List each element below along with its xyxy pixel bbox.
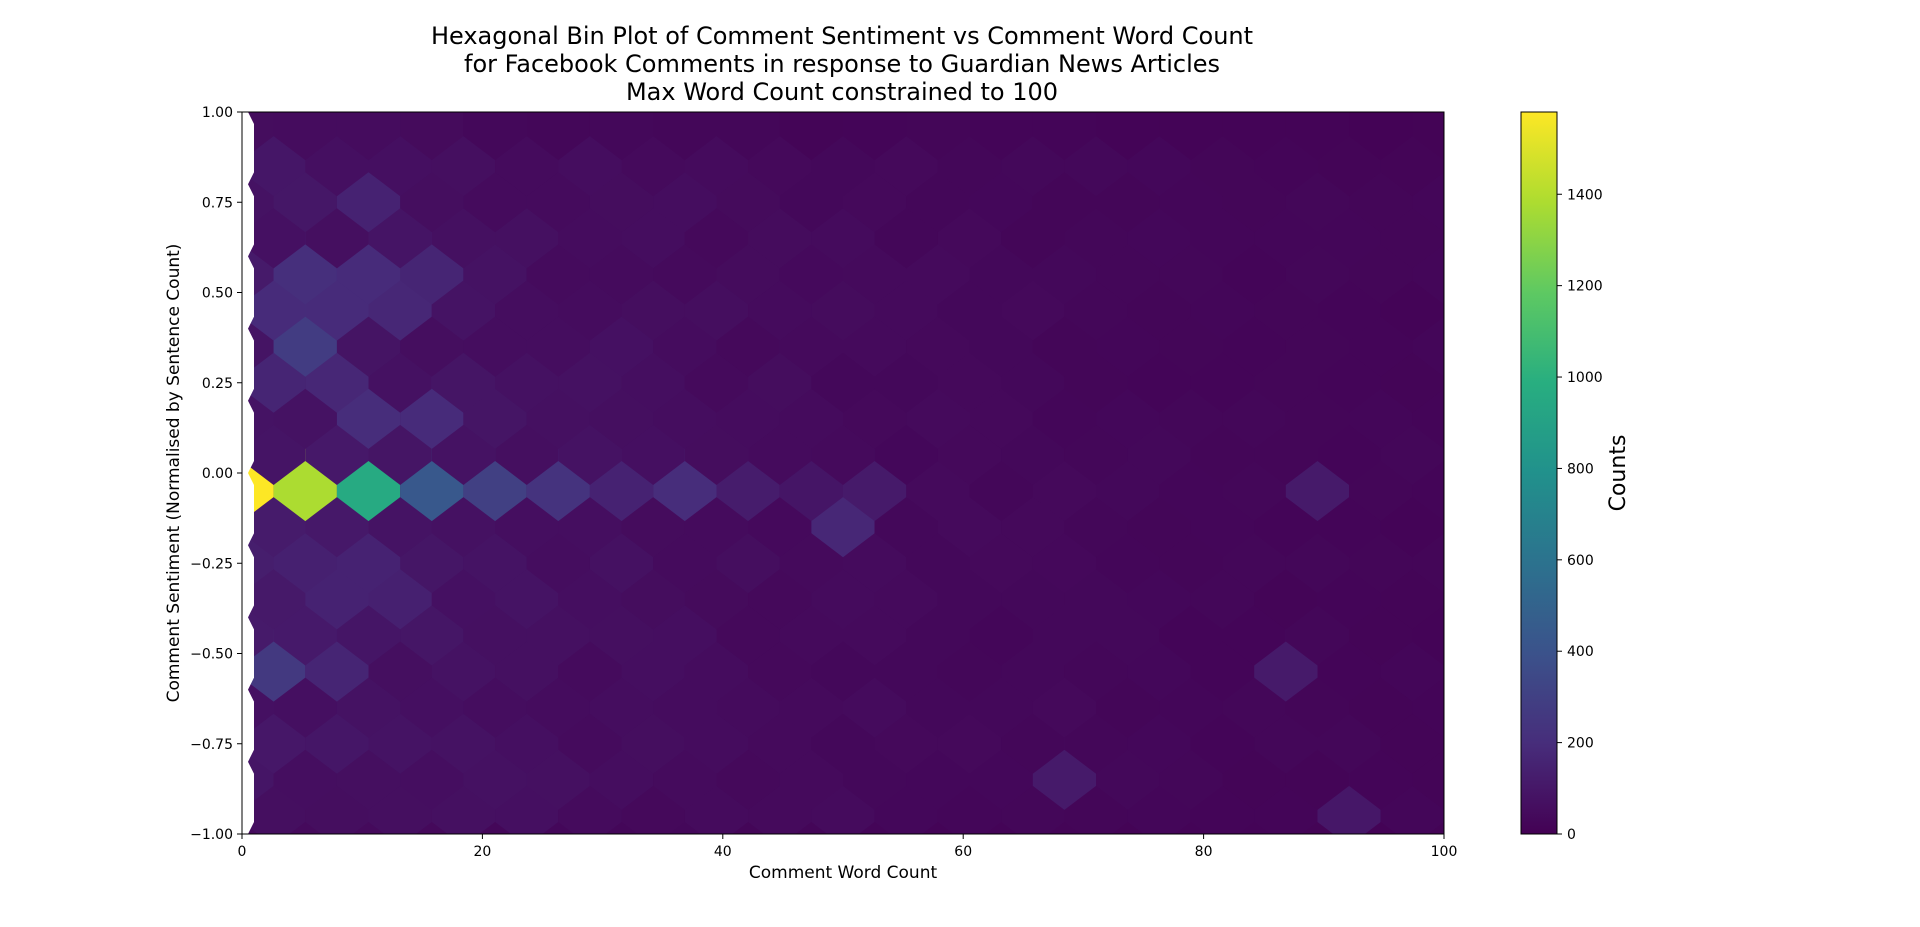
y-tick-label: 0.25 xyxy=(202,376,233,392)
colorbar-tick-label: 1000 xyxy=(1567,370,1603,386)
hex-bin xyxy=(969,112,1033,161)
colorbar xyxy=(1520,111,1558,835)
y-tick-label: 0.00 xyxy=(202,466,233,482)
hex-bin xyxy=(843,112,907,161)
y-tick-label: −1.00 xyxy=(190,827,233,843)
y-axis: −1.00 −0.75 −0.50 −0.25 0.00 0.25 0.50 0.75 1.00 xyxy=(190,105,242,843)
colorbar-tick-label: 600 xyxy=(1567,553,1594,569)
hex-bin xyxy=(1444,172,1507,268)
hex-bin xyxy=(1444,533,1507,629)
hex-bin xyxy=(1444,244,1507,340)
y-axis-label: Comment Sentiment (Normalised by Sentenc… xyxy=(164,244,184,703)
colorbar-axis: 0 200 400 600 800 1000 1200 1400 xyxy=(1557,187,1603,843)
hex-bin xyxy=(906,112,970,161)
hexbin-layer xyxy=(242,100,1507,846)
colorbar-tick-label: 800 xyxy=(1567,461,1594,477)
hex-bin xyxy=(400,112,464,161)
hex-bin xyxy=(1444,461,1507,557)
hex-bin xyxy=(1444,750,1507,846)
hex-bin xyxy=(526,112,590,161)
x-tick-label: 20 xyxy=(473,844,491,860)
empty-bin-gap xyxy=(242,533,254,630)
hex-bin xyxy=(336,112,401,161)
hex-bin xyxy=(1349,112,1413,161)
hex-bin xyxy=(1444,100,1507,196)
hex-bin xyxy=(1444,605,1507,701)
colorbar-tick-label: 0 xyxy=(1567,827,1576,843)
y-tick-label: −0.50 xyxy=(190,647,233,663)
x-tick-label: 60 xyxy=(954,844,972,860)
empty-bin-gap xyxy=(242,316,254,413)
chart-title: Hexagonal Bin Plot of Comment Sentiment … xyxy=(242,22,1442,106)
x-tick-label: 0 xyxy=(238,844,247,860)
colorbar-tick-label: 1400 xyxy=(1567,187,1603,203)
empty-bin-gap xyxy=(242,677,254,774)
x-tick-label: 100 xyxy=(1431,844,1458,860)
hex-bin xyxy=(1159,112,1223,161)
hex-bin xyxy=(653,112,717,161)
hex-bin xyxy=(1032,112,1097,161)
empty-bin-gap xyxy=(242,605,254,702)
chart-title-line-3: Max Word Count constrained to 100 xyxy=(625,78,1059,106)
y-tick-label: 1.00 xyxy=(202,105,233,121)
hex-bin xyxy=(1285,112,1350,161)
hex-bin xyxy=(1222,112,1286,161)
empty-bin-gap xyxy=(242,388,254,485)
colorbar-tick-label: 400 xyxy=(1567,644,1594,660)
chart-title-line-1: Hexagonal Bin Plot of Comment Sentiment … xyxy=(430,22,1254,50)
y-tick-label: 0.75 xyxy=(202,195,233,211)
x-tick-label: 40 xyxy=(714,844,732,860)
chart-title-line-2: for Facebook Comments in response to Gua… xyxy=(464,50,1220,78)
hex-bin xyxy=(1412,112,1444,161)
empty-bin-gap xyxy=(242,749,254,834)
empty-bin-gap xyxy=(242,172,254,269)
hex-bin xyxy=(1096,112,1160,161)
x-axis: 0 20 40 60 80 100 xyxy=(238,834,1458,860)
colorbar-tick-label: 200 xyxy=(1567,736,1594,752)
y-tick-label: −0.25 xyxy=(190,556,233,572)
hex-bin xyxy=(716,112,780,161)
hex-bin xyxy=(273,112,337,161)
empty-bin-gap xyxy=(242,461,254,558)
hex-bin xyxy=(463,112,527,161)
hex-bin xyxy=(1444,389,1507,485)
hex-bin xyxy=(1444,317,1507,413)
colorbar-label: Counts xyxy=(1606,435,1631,512)
empty-bin-gap xyxy=(242,112,254,197)
hex-bin xyxy=(779,112,843,161)
y-tick-label: −0.75 xyxy=(190,737,233,753)
colorbar-tick-label: 1200 xyxy=(1567,279,1603,295)
empty-bin-gap xyxy=(242,244,254,341)
hex-bin xyxy=(1444,678,1507,774)
y-tick-label: 0.50 xyxy=(202,286,233,302)
x-axis-label: Comment Word Count xyxy=(749,863,938,883)
x-tick-label: 80 xyxy=(1195,844,1213,860)
hex-bin xyxy=(589,112,654,161)
